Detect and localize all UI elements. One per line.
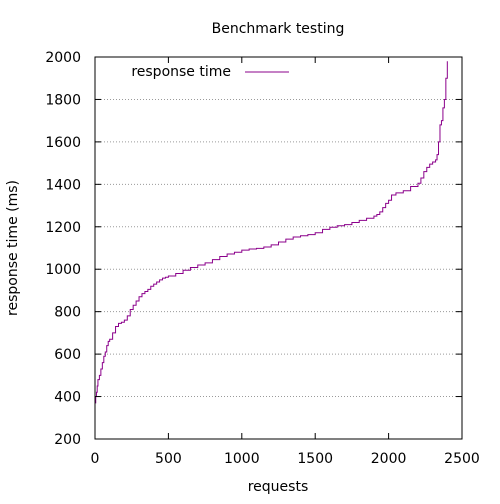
plot-frame [94,56,463,440]
series-line-response-time [95,61,448,404]
chart-title: Benchmark testing [212,21,345,37]
y-axis-title: response time (ms) [5,180,21,316]
legend: response time [131,64,289,80]
y-tick-label: 600 [54,347,81,363]
x-axis-title: requests [248,479,309,495]
x-tick-label: 1000 [224,451,260,467]
y-tick-label: 400 [54,390,81,406]
grid-lines [95,98,462,398]
x-tick-label: 500 [155,451,182,467]
y-tick-label: 200 [54,432,81,448]
axis-layer: 200 400 600 800 1000 1200 1400 1600 1800 2000 0 500… [45,50,479,467]
x-tick-label: 2500 [444,451,480,467]
series-layer [95,61,448,404]
x-tick-label: 1500 [297,451,333,467]
y-tick-label: 1800 [45,92,81,108]
y-tick-label: 2000 [45,50,81,66]
x-tick-label: 2000 [371,451,407,467]
y-tick-label: 1600 [45,135,81,151]
y-tick-label: 800 [54,305,81,321]
x-tick-label: 0 [91,451,100,467]
y-tick-label: 1000 [45,262,81,278]
y-tick-label: 1200 [45,220,81,236]
y-tick-label: 1400 [45,177,81,193]
legend-label: response time [131,64,231,80]
